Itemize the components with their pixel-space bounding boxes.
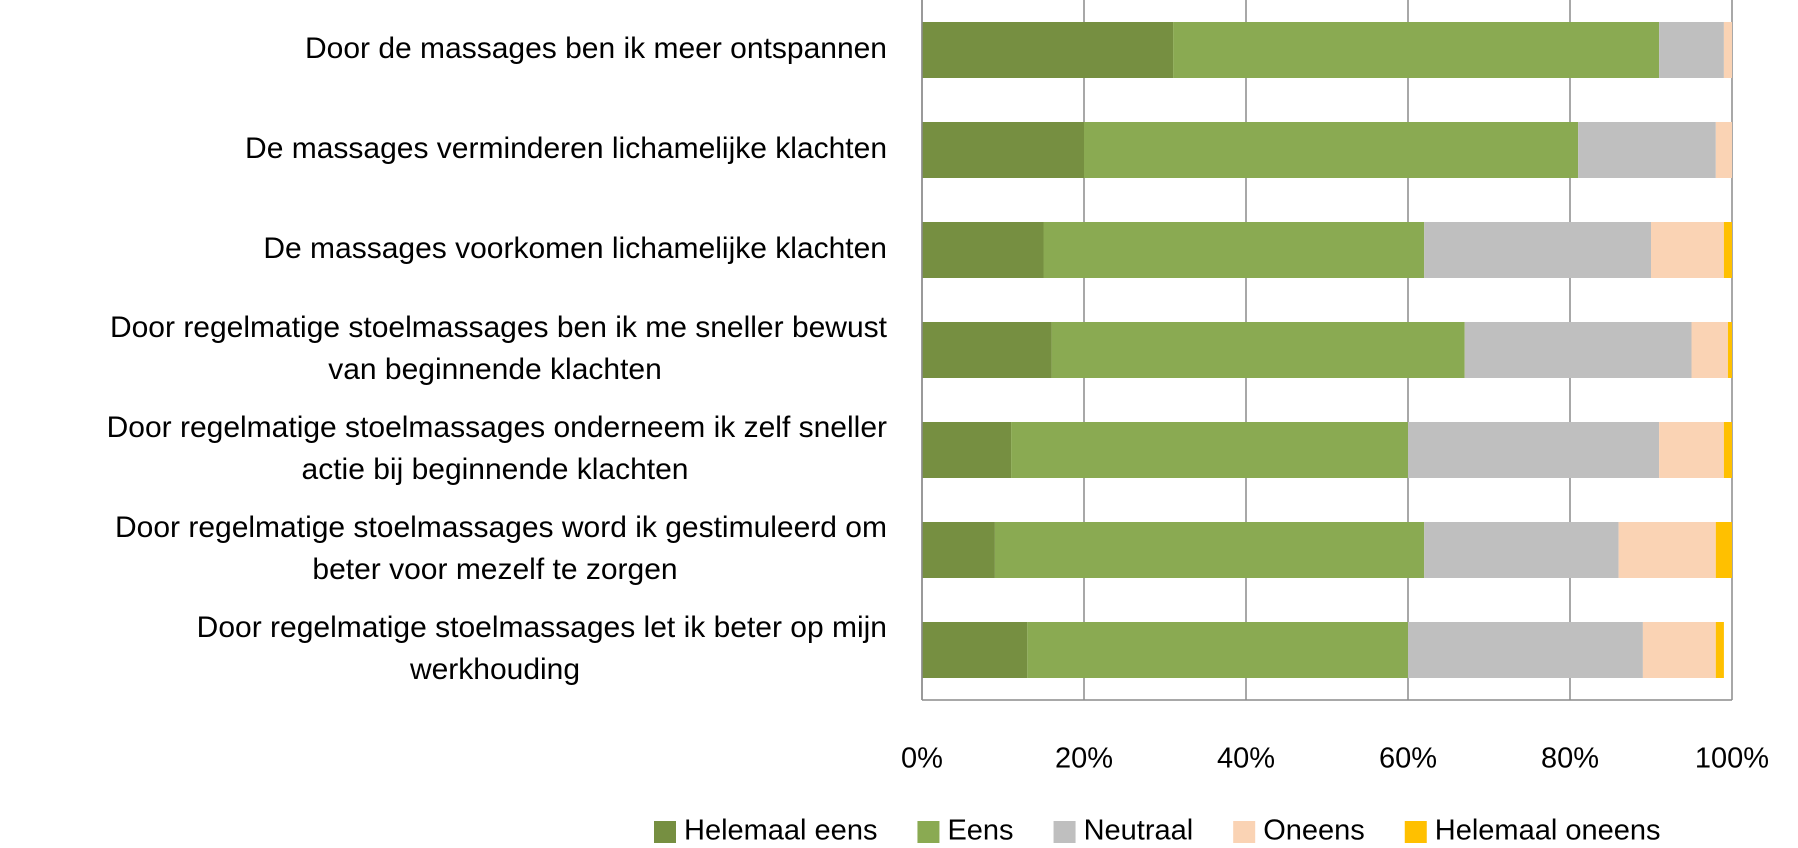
bar-segment	[1043, 222, 1425, 278]
category-label-line: beter voor mezelf te zorgen	[312, 553, 677, 586]
category-label-line: Door regelmatige stoelmassages word ik g…	[115, 511, 887, 544]
bar-segment	[1727, 322, 1732, 378]
x-tick-label: 80%	[1541, 743, 1599, 775]
bar-segment	[1715, 522, 1732, 578]
bar-segment	[1424, 222, 1651, 278]
legend-label: Neutraal	[1084, 815, 1194, 847]
category-label: Door de massages ben ik meer ontspannen	[305, 32, 887, 65]
x-tick-label: 0%	[901, 743, 943, 775]
bar-segment	[922, 622, 1028, 678]
legend-swatch	[1233, 821, 1256, 843]
legend-swatch	[1404, 821, 1427, 843]
bar-segment	[1084, 122, 1579, 178]
category-label: De massages voorkomen lichamelijke klach…	[263, 232, 887, 265]
legend-label: Eens	[947, 815, 1013, 847]
category-label: Door regelmatige stoelmassages let ik be…	[197, 611, 887, 686]
category-label-line: actie bij beginnende klachten	[302, 453, 689, 486]
legend-swatch	[1053, 821, 1076, 843]
category-label: Door regelmatige stoelmassages onderneem…	[107, 411, 887, 486]
bar-segment	[922, 422, 1012, 478]
bar-segment	[1011, 422, 1408, 478]
bar-segment	[1651, 222, 1724, 278]
bar-segment	[1424, 522, 1619, 578]
x-tick-label: 100%	[1695, 743, 1769, 775]
category-label: Door regelmatige stoelmassages word ik g…	[115, 511, 887, 586]
bar-segment	[1408, 622, 1643, 678]
category-label-line: Door regelmatige stoelmassages let ik be…	[197, 611, 887, 644]
bar-segment	[1051, 322, 1465, 378]
bar-segment	[1723, 22, 1732, 78]
category-label: Door regelmatige stoelmassages ben ik me…	[110, 311, 888, 386]
bar-segment	[994, 522, 1425, 578]
category-label: De massages verminderen lichamelijke kla…	[245, 132, 887, 165]
legend-swatch	[917, 821, 940, 843]
bar-segment	[1408, 422, 1660, 478]
bar-segment	[1723, 422, 1732, 478]
legend-label: Helemaal eens	[684, 815, 877, 847]
x-tick-label: 60%	[1379, 743, 1437, 775]
bar-segment	[1659, 422, 1724, 478]
bar-segment	[1659, 22, 1724, 78]
category-label-line: van beginnende klachten	[328, 353, 662, 386]
bar-segment	[1618, 522, 1716, 578]
bar-segment	[1578, 122, 1716, 178]
bar-segment	[1173, 22, 1660, 78]
bar-segment	[922, 222, 1044, 278]
legend-label: Oneens	[1263, 815, 1365, 847]
category-label-line: Door regelmatige stoelmassages onderneem…	[107, 411, 887, 444]
bar-segment	[922, 22, 1174, 78]
category-label-line: Door regelmatige stoelmassages ben ik me…	[110, 311, 888, 344]
bar-segment	[1691, 322, 1728, 378]
bar-segment	[922, 322, 1052, 378]
bar-segment	[1642, 622, 1716, 678]
bar-segment	[1723, 222, 1732, 278]
bar-segment	[922, 122, 1084, 178]
x-tick-label: 40%	[1217, 743, 1275, 775]
bar-segment	[1464, 322, 1692, 378]
bar-segment	[1715, 622, 1724, 678]
legend-label: Helemaal oneens	[1435, 815, 1661, 847]
bar-segment	[1715, 122, 1732, 178]
legend-swatch	[654, 821, 676, 843]
x-tick-label: 20%	[1055, 743, 1113, 775]
category-label-line: werkhouding	[409, 653, 580, 686]
bar-segment	[922, 522, 995, 578]
bar-segment	[1027, 622, 1408, 678]
